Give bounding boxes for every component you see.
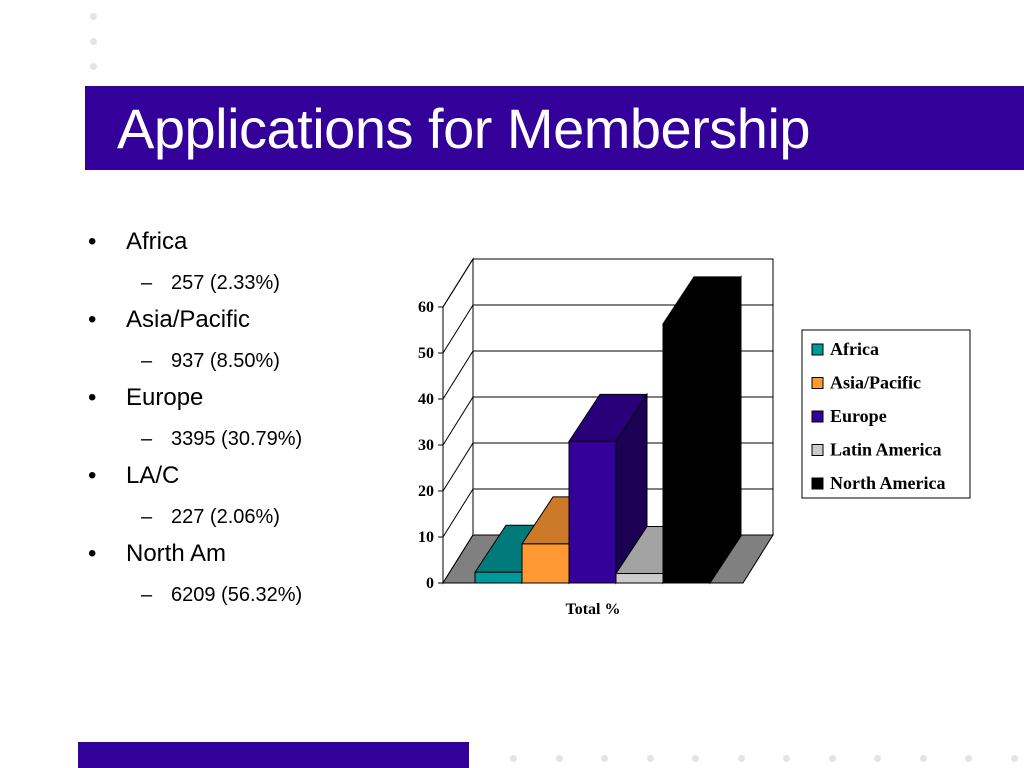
bar-front xyxy=(568,440,617,584)
y-axis-ticks: 0 10 20 30 40 50 60 xyxy=(418,299,443,592)
gridline xyxy=(442,304,474,354)
bar-europe xyxy=(568,392,648,585)
y-tick-label: 40 xyxy=(418,391,434,408)
sub-bullet-value: 3395 (30.79%) xyxy=(171,428,303,450)
legend-label: Europe xyxy=(830,406,887,426)
bullet-label: Europe xyxy=(126,384,204,411)
sub-bullet-value: 227 (2.06%) xyxy=(171,506,280,528)
title-bar: Applications for Membership xyxy=(85,86,1024,170)
legend-label: North America xyxy=(830,473,945,493)
decor-dot xyxy=(874,755,881,762)
bullet-item: • Africa xyxy=(88,228,188,255)
sub-bullet-item: –937 (8.50%) xyxy=(141,350,280,372)
sub-bullet-value: 6209 (56.32%) xyxy=(171,584,303,606)
sub-bullet-item: –227 (2.06%) xyxy=(141,506,280,528)
legend-label: Latin America xyxy=(830,440,941,460)
decor-dot xyxy=(90,13,97,20)
legend-box xyxy=(801,329,971,499)
decor-dot xyxy=(737,755,745,762)
legend-swatch xyxy=(811,377,824,389)
legend-label: Africa xyxy=(830,339,879,359)
footer-bar xyxy=(78,742,469,768)
gridline xyxy=(442,258,474,308)
bar-side xyxy=(709,275,742,585)
bullet-item: • LA/C xyxy=(88,462,180,489)
bullet-item: • Asia/Pacific xyxy=(88,306,251,333)
decor-dot xyxy=(783,755,790,762)
sub-bullet-value: 937 (8.50%) xyxy=(171,350,280,372)
sub-bullet-item: –3395 (30.79%) xyxy=(141,428,303,450)
y-tick-label: 30 xyxy=(418,437,434,454)
bullet-label: LA/C xyxy=(126,462,180,489)
sub-bullet-value: 257 (2.33%) xyxy=(171,272,280,294)
legend-swatch xyxy=(811,477,824,490)
legend-swatch xyxy=(811,444,824,456)
y-tick-label: 20 xyxy=(418,483,434,500)
y-tick-label: 50 xyxy=(418,345,434,362)
decor-dot xyxy=(828,755,836,762)
decor-dot xyxy=(965,755,972,762)
slide-title: Applications for Membership xyxy=(117,97,811,160)
legend-label: Asia/Pacific xyxy=(830,373,921,393)
sub-bullet-item: –6209 (56.32%) xyxy=(141,584,303,606)
decor-dot xyxy=(90,38,97,45)
decor-dot xyxy=(90,63,97,70)
bullet-item: • Europe xyxy=(88,384,204,411)
y-tick-label: 0 xyxy=(426,575,434,592)
sub-bullet-item: –257 (2.33%) xyxy=(141,272,280,294)
decor-dot xyxy=(601,755,608,762)
gridline xyxy=(442,396,474,446)
gridline xyxy=(442,350,474,400)
decor-dot xyxy=(919,755,927,762)
gridline xyxy=(442,442,474,492)
x-axis-label: Total % xyxy=(566,601,621,618)
legend-swatch xyxy=(811,343,824,356)
legend-swatch xyxy=(811,410,824,423)
bar-front xyxy=(615,573,664,584)
bullet-item: • North Am xyxy=(88,540,227,567)
decor-dot xyxy=(1010,755,1018,762)
bullet-label: North Am xyxy=(126,540,227,567)
decor-dot xyxy=(692,755,699,762)
bar-chart: 0 10 20 30 40 50 60 Total % Africa Asia/Pacific… xyxy=(418,257,971,618)
bar-front xyxy=(474,571,523,584)
decor-dot xyxy=(646,755,654,762)
bar-front xyxy=(521,543,570,584)
decor-dot xyxy=(555,755,563,762)
y-tick-label: 10 xyxy=(418,529,434,546)
bar-north-america xyxy=(662,275,742,585)
decor-dot xyxy=(510,755,517,762)
bullet-label: Asia/Pacific xyxy=(126,306,251,333)
bullet-label: Africa xyxy=(126,228,188,255)
gridline xyxy=(442,488,474,538)
bar-front xyxy=(662,323,711,584)
y-tick-label: 60 xyxy=(418,299,434,316)
chart-legend: Africa Asia/Pacific Europe Latin America Nor… xyxy=(801,329,971,499)
chart-bars xyxy=(474,275,742,585)
